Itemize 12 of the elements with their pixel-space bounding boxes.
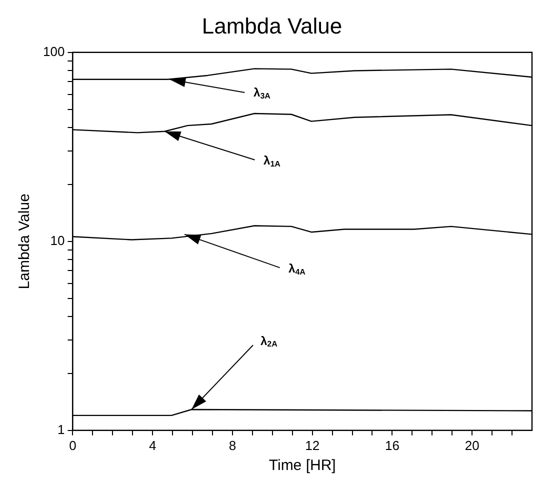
y-tick-label: 100 xyxy=(42,44,65,59)
x-tick-label: 4 xyxy=(148,438,156,453)
chart-title: Lambda Value xyxy=(202,13,342,38)
x-tick-label: 16 xyxy=(384,438,400,453)
y-tick-label: 1 xyxy=(57,422,65,437)
y-tick-label: 10 xyxy=(50,232,65,248)
x-tick-label: 12 xyxy=(305,438,320,453)
x-axis-title: Time [HR] xyxy=(268,457,336,474)
x-tick-label: 20 xyxy=(464,438,480,453)
x-tick-label: 0 xyxy=(69,438,76,453)
y-axis-title: Lambda Value xyxy=(16,194,34,290)
x-tick-label: 8 xyxy=(228,438,236,453)
